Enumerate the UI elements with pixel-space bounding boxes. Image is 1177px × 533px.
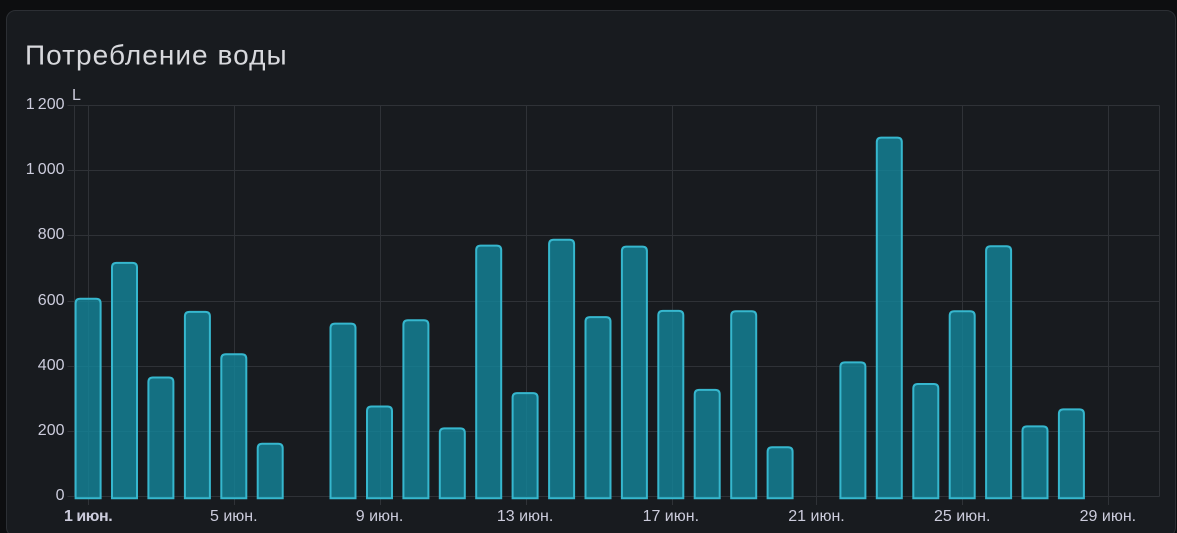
svg-text:13 июн.: 13 июн. [497,508,553,525]
svg-text:0: 0 [56,487,65,504]
svg-text:5 июн.: 5 июн. [210,508,258,525]
svg-text:29 июн.: 29 июн. [1080,508,1136,525]
svg-text:Потребление воды: Потребление воды [25,40,288,71]
svg-text:800: 800 [38,226,65,243]
svg-text:9 июн.: 9 июн. [356,508,404,525]
svg-text:600: 600 [38,292,65,309]
svg-text:L: L [72,87,81,104]
svg-text:25 июн.: 25 июн. [934,508,990,525]
svg-text:400: 400 [38,357,65,374]
svg-text:200: 200 [38,422,65,439]
svg-text:1 июн.: 1 июн. [64,508,112,525]
svg-text:17 июн.: 17 июн. [643,508,699,525]
svg-text:1 000: 1 000 [26,161,65,178]
svg-text:1 200: 1 200 [26,96,65,113]
svg-text:21 июн.: 21 июн. [788,508,844,525]
